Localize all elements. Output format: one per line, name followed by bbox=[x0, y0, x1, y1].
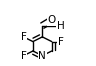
Text: N: N bbox=[38, 51, 46, 61]
Text: F: F bbox=[58, 37, 64, 47]
Text: F: F bbox=[21, 51, 26, 61]
Text: F: F bbox=[21, 32, 26, 42]
Text: O: O bbox=[48, 15, 56, 25]
Text: H: H bbox=[57, 21, 65, 31]
